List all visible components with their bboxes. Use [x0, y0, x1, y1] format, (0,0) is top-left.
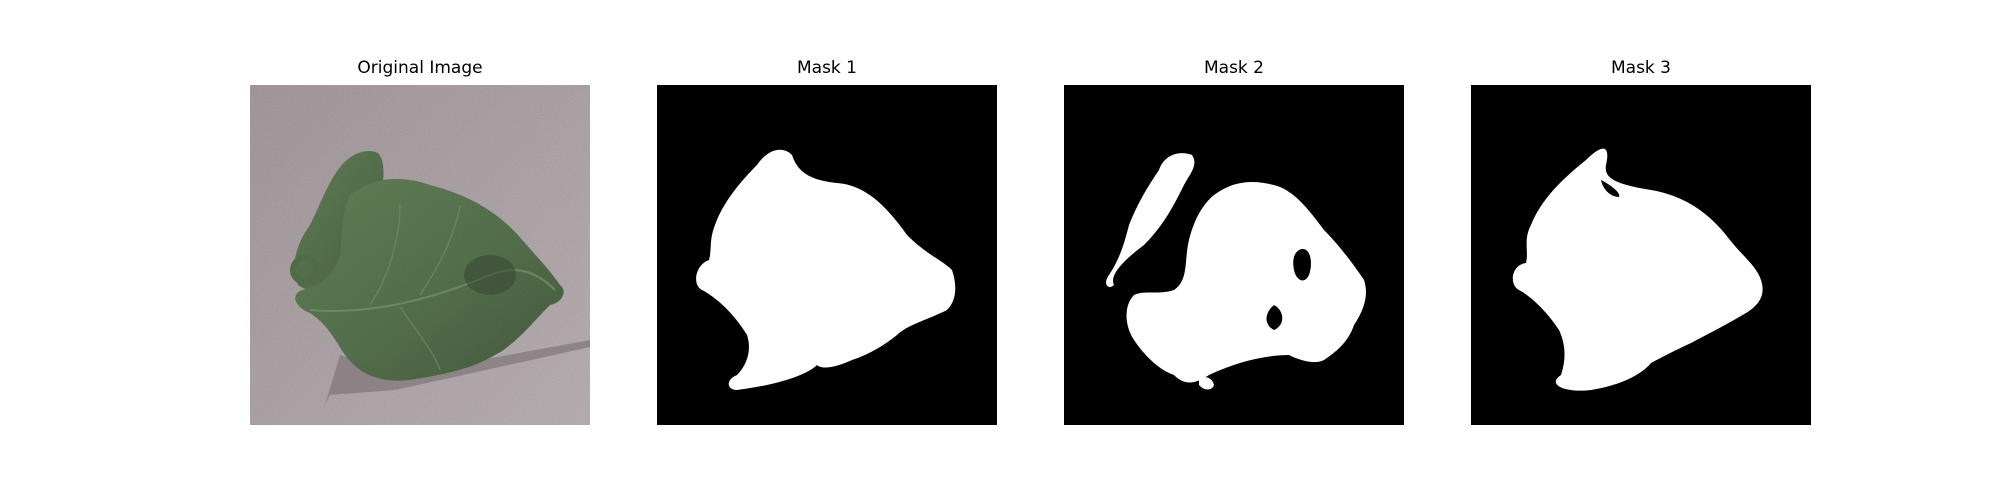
mask-image: [657, 85, 997, 425]
mask-image: [1064, 85, 1404, 425]
mask-image: [1471, 85, 1811, 425]
panel-mask-1: Mask 1: [657, 0, 997, 500]
panel-mask-3: Mask 3: [1471, 0, 1811, 500]
leaf-photo-icon: [250, 85, 590, 425]
panel-original-image: Original Image: [250, 0, 590, 500]
panel-title: Original Image: [357, 58, 483, 78]
segmentation-mask-icon: [657, 85, 997, 425]
panel-title: Mask 3: [1610, 58, 1671, 78]
segmentation-mask-icon: [1064, 85, 1404, 425]
panel-mask-2: Mask 2: [1064, 0, 1404, 500]
segmentation-mask-icon: [1471, 85, 1811, 425]
original-image: [250, 85, 590, 425]
panel-title: Mask 1: [796, 58, 857, 78]
panel-title: Mask 2: [1203, 58, 1264, 78]
